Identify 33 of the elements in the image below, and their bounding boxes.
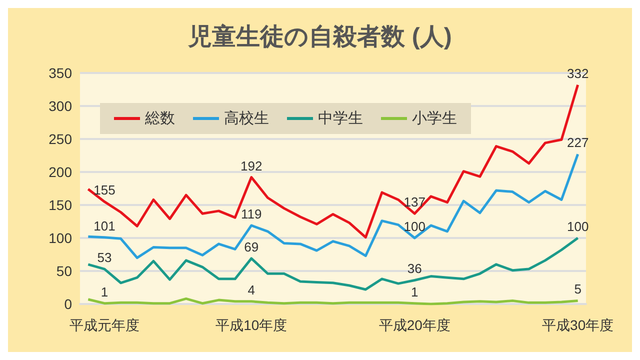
data-label: 4	[248, 282, 256, 298]
y-tick-label: 150	[48, 197, 72, 213]
data-label: 53	[97, 250, 112, 266]
data-label: 192	[240, 158, 262, 174]
y-tick-label: 200	[48, 164, 72, 180]
data-label: 100	[566, 219, 589, 234]
data-label: 155	[94, 182, 116, 198]
y-tick-label: 50	[56, 263, 72, 279]
data-label: 119	[241, 206, 262, 222]
x-tick-label: 平成20年度	[378, 317, 450, 333]
x-tick-label: 平成30年度	[542, 317, 614, 333]
data-label: 101	[94, 218, 116, 234]
legend-label: 中学生	[318, 110, 363, 127]
legend-label: 総数	[144, 110, 175, 127]
x-tick-label: 平成元年度	[69, 317, 140, 333]
y-tick-label: 100	[48, 230, 72, 246]
y-tick-label: 0	[64, 296, 72, 312]
y-tick-label: 300	[48, 98, 72, 114]
data-label: 227	[566, 135, 589, 150]
data-label: 36	[407, 261, 422, 276]
x-tick-label: 平成10年度	[216, 317, 288, 333]
y-tick-label: 250	[48, 131, 72, 147]
data-label: 1	[100, 284, 108, 300]
data-label: 5	[574, 282, 582, 297]
legend-label: 小学生	[412, 110, 457, 127]
data-label: 137	[404, 194, 426, 210]
chart-title: 児童生徒の自殺者数 (人)	[187, 22, 452, 50]
legend-label: 高校生	[224, 110, 269, 127]
data-label: 69	[244, 239, 259, 254]
y-tick-label: 350	[48, 65, 72, 81]
data-label: 1	[410, 284, 418, 300]
data-label: 100	[404, 219, 426, 234]
data-label: 332	[566, 66, 589, 81]
